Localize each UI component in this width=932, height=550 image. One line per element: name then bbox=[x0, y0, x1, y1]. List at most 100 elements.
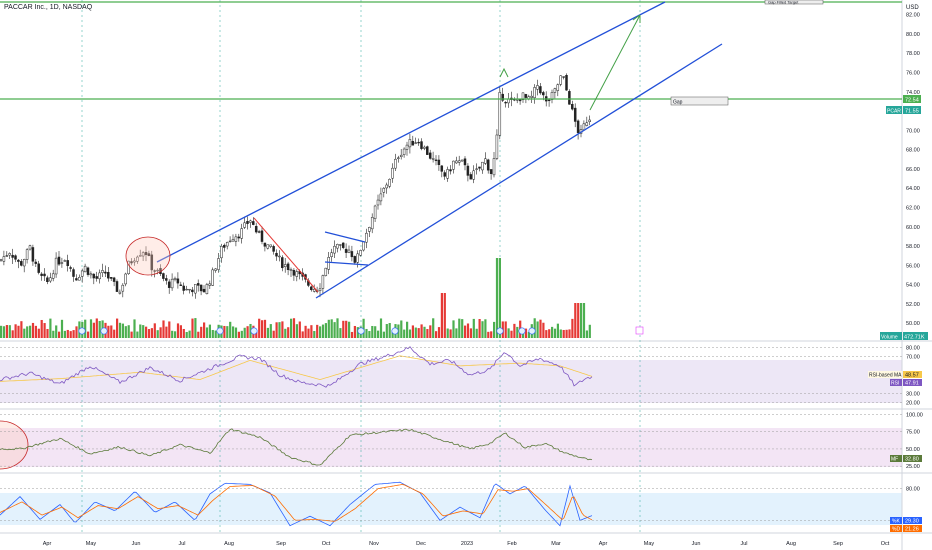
volume-bar bbox=[116, 318, 119, 338]
event-marker bbox=[100, 327, 108, 335]
volume-bar bbox=[174, 331, 177, 338]
candle-body bbox=[370, 217, 374, 230]
volume-bar bbox=[327, 319, 330, 338]
volume-bar bbox=[232, 326, 235, 338]
volume-bar bbox=[545, 330, 548, 338]
candle-body bbox=[568, 91, 571, 105]
volume-bar bbox=[34, 325, 37, 338]
candle-body bbox=[231, 239, 235, 242]
time-tick-label: 2023 bbox=[461, 541, 473, 547]
volume-bar bbox=[371, 325, 374, 338]
gap-label: Gap bbox=[673, 100, 683, 106]
volume-bar bbox=[452, 320, 455, 338]
volume-bar bbox=[342, 320, 345, 338]
volume-bar bbox=[182, 328, 185, 338]
volume-bar bbox=[191, 318, 194, 338]
candle-body bbox=[397, 157, 400, 159]
mf-name: MF bbox=[891, 457, 898, 463]
candle-body bbox=[11, 254, 14, 258]
rsi-band bbox=[0, 360, 902, 403]
candle-body bbox=[202, 288, 206, 293]
candle-body bbox=[121, 284, 125, 292]
event-marker bbox=[496, 327, 504, 335]
candle-body bbox=[321, 275, 325, 289]
volume-bar bbox=[533, 318, 536, 338]
candle-body bbox=[286, 263, 290, 270]
volume-bar bbox=[565, 329, 568, 338]
volume-bar bbox=[0, 325, 3, 338]
volume-bar bbox=[365, 328, 368, 338]
volume-value-label: 472.71K bbox=[904, 335, 925, 341]
candle-body bbox=[457, 160, 461, 163]
candle-body bbox=[312, 288, 316, 292]
last-price-box bbox=[903, 106, 921, 114]
volume-bar bbox=[319, 326, 322, 338]
candle-body bbox=[391, 167, 394, 179]
volume-bar bbox=[17, 325, 20, 338]
candle-body bbox=[40, 273, 43, 276]
candle-body bbox=[356, 253, 359, 263]
rsi-ma-value-box bbox=[903, 371, 922, 378]
candle-body bbox=[269, 244, 272, 247]
candle-body bbox=[254, 225, 258, 233]
volume-bar bbox=[136, 331, 139, 338]
candle-body bbox=[341, 242, 345, 248]
mf-level-label: 75.00 bbox=[906, 430, 920, 436]
candle-body bbox=[278, 255, 281, 258]
candle-body bbox=[205, 284, 209, 294]
candle-body bbox=[144, 251, 148, 255]
volume-bar bbox=[391, 330, 394, 338]
candle-body bbox=[501, 93, 504, 101]
price-tick-label: 52.00 bbox=[906, 302, 920, 308]
event-marker bbox=[78, 327, 86, 335]
volume-bar bbox=[464, 325, 467, 338]
candle-body bbox=[428, 152, 432, 159]
volume-bar bbox=[377, 330, 380, 338]
volume-bar bbox=[75, 326, 78, 338]
volume-bar bbox=[580, 303, 583, 338]
time-tick-label: May bbox=[86, 541, 97, 547]
candle-body bbox=[83, 265, 87, 273]
candle-body bbox=[112, 277, 116, 282]
volume-bar bbox=[234, 327, 238, 338]
candle-body bbox=[481, 161, 484, 171]
channel-lower bbox=[315, 43, 723, 299]
candle-body bbox=[486, 159, 490, 171]
volume-bar bbox=[159, 327, 162, 338]
volume-bar bbox=[345, 320, 348, 338]
candle-body bbox=[434, 159, 438, 161]
candle-body bbox=[283, 264, 287, 267]
candle-body bbox=[368, 227, 371, 232]
volume-bar bbox=[461, 319, 464, 338]
price-tick-label: 56.00 bbox=[906, 263, 920, 269]
volume-bar bbox=[121, 323, 124, 338]
candle-body bbox=[536, 85, 539, 90]
volume-bar bbox=[350, 331, 354, 338]
stoch-band bbox=[0, 493, 902, 525]
volume-bar bbox=[269, 324, 272, 338]
candle-body bbox=[14, 255, 17, 260]
candle-body bbox=[417, 141, 420, 144]
volume-bar bbox=[426, 329, 429, 338]
volume-bar bbox=[310, 325, 313, 338]
volume-bar bbox=[504, 321, 507, 338]
candle-body bbox=[138, 255, 142, 257]
candle-body bbox=[199, 284, 203, 292]
ticker-label: PCAR bbox=[887, 109, 901, 115]
candle-body bbox=[28, 245, 32, 250]
candle-body bbox=[257, 231, 261, 233]
volume-bar bbox=[484, 319, 487, 338]
volume-bar bbox=[292, 318, 296, 338]
candle-body bbox=[426, 146, 429, 155]
candle-body bbox=[498, 92, 502, 136]
candle-body bbox=[530, 95, 533, 98]
rsi-level-label: 30.00 bbox=[906, 391, 920, 397]
volume-bar bbox=[420, 324, 423, 338]
price-tick-label: 64.00 bbox=[906, 186, 920, 192]
candle-body bbox=[127, 260, 130, 274]
candle-body bbox=[191, 289, 194, 293]
volume-bar bbox=[110, 325, 113, 338]
volume-bar bbox=[487, 331, 490, 338]
candle-body bbox=[547, 99, 551, 102]
candle-body bbox=[237, 236, 241, 239]
